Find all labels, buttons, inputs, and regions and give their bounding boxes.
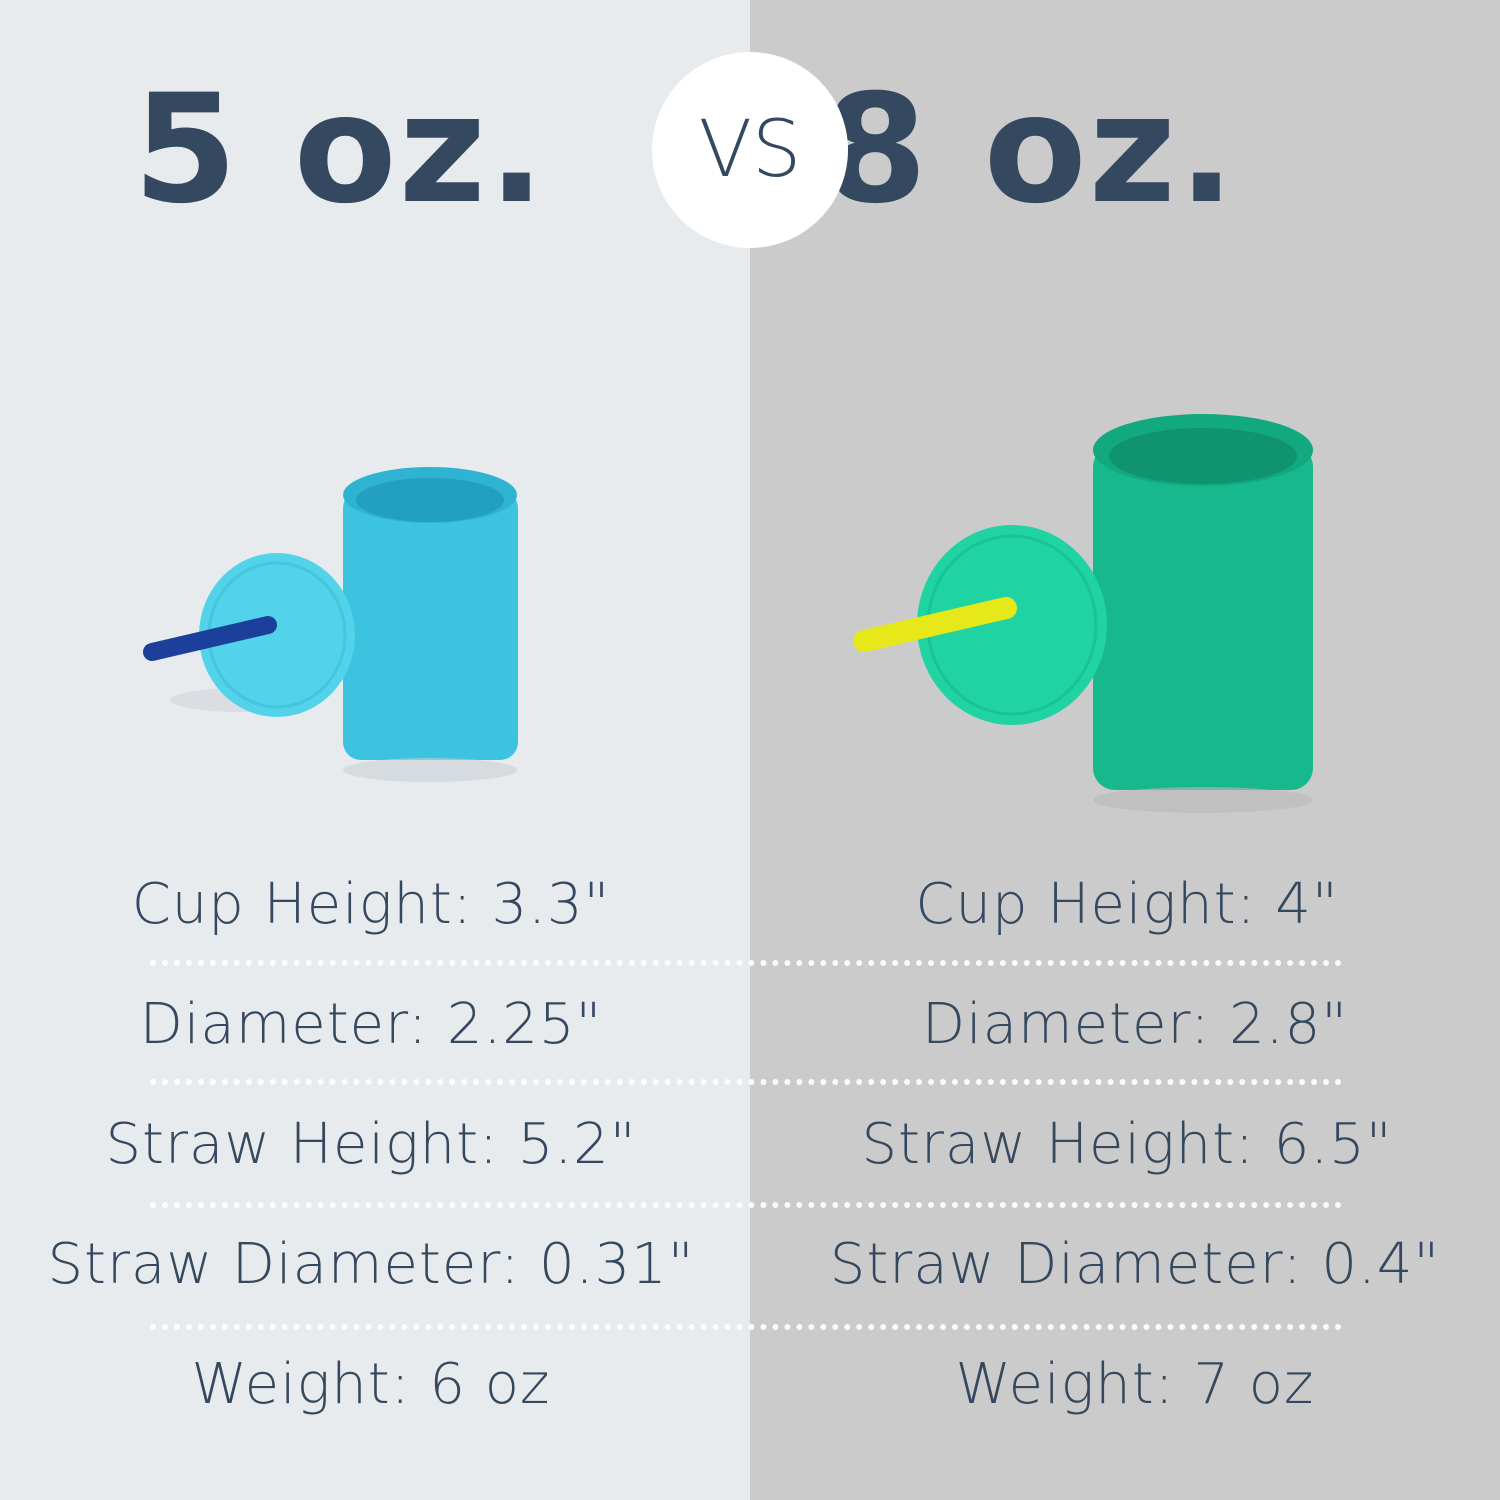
dotted-divider bbox=[150, 1079, 1342, 1085]
left-title: 5 oz. bbox=[133, 63, 547, 237]
right-spec-diameter: Diameter: 2.8" bbox=[922, 992, 1348, 1057]
large-cup-image bbox=[853, 414, 1313, 813]
left-spec-straw-diameter: Straw Diameter: 0.31" bbox=[47, 1232, 695, 1297]
small-cup-image bbox=[143, 467, 518, 782]
small-cup-straw bbox=[143, 616, 277, 661]
vs-badge: VS bbox=[652, 52, 848, 248]
right-spec-straw-height: Straw Height: 6.5" bbox=[861, 1112, 1393, 1177]
left-spec-diameter: Diameter: 2.25" bbox=[139, 992, 603, 1057]
right-spec-weight: Weight: 7 oz bbox=[955, 1352, 1315, 1417]
dotted-divider bbox=[150, 1324, 1342, 1330]
right-title: 8 oz. bbox=[823, 63, 1237, 237]
large-cup-body bbox=[1093, 445, 1313, 790]
dotted-divider bbox=[150, 960, 1342, 966]
large-cup-lid bbox=[917, 525, 1107, 725]
right-spec-straw-diameter: Straw Diameter: 0.4" bbox=[829, 1232, 1441, 1297]
small-cup-lid bbox=[199, 553, 355, 717]
small-cup-body bbox=[343, 490, 518, 760]
left-panel-5oz: 5 oz. bbox=[0, 0, 750, 1500]
left-spec-cup-height: Cup Height: 3.3" bbox=[131, 872, 611, 937]
left-spec-weight: Weight: 6 oz bbox=[191, 1352, 551, 1417]
right-panel-8oz: 8 oz. bbox=[750, 0, 1500, 1500]
dotted-divider bbox=[150, 1202, 1342, 1208]
large-cup-straw bbox=[853, 597, 1017, 652]
right-spec-cup-height: Cup Height: 4" bbox=[915, 872, 1339, 937]
left-spec-straw-height: Straw Height: 5.2" bbox=[105, 1112, 637, 1177]
